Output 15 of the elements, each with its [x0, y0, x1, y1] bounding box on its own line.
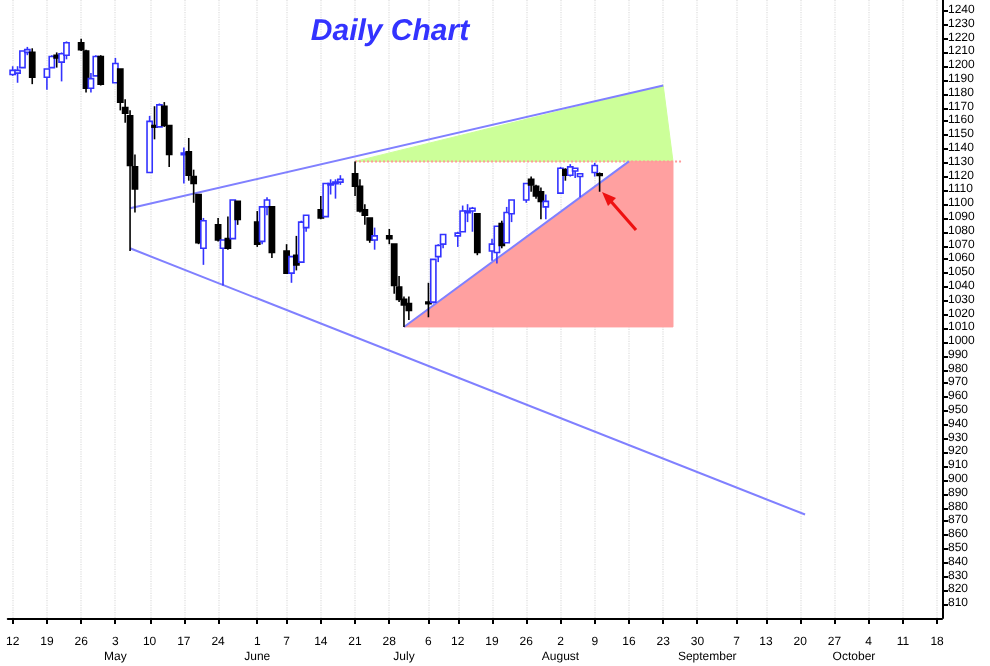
candlestick [425, 281, 432, 319]
candlestick [503, 206, 511, 244]
candlestick [473, 213, 481, 256]
candlestick [542, 193, 550, 221]
candlestick [234, 200, 242, 226]
candlestick [469, 206, 476, 233]
candlestick [596, 171, 604, 193]
text: Daily Chart [310, 14, 472, 48]
candlestick [180, 146, 188, 185]
candlestick [200, 217, 207, 266]
candlestick [297, 219, 305, 263]
candlestick [322, 182, 330, 218]
candlestick [522, 182, 530, 204]
candlestick [371, 226, 379, 251]
candlestick [405, 295, 413, 321]
